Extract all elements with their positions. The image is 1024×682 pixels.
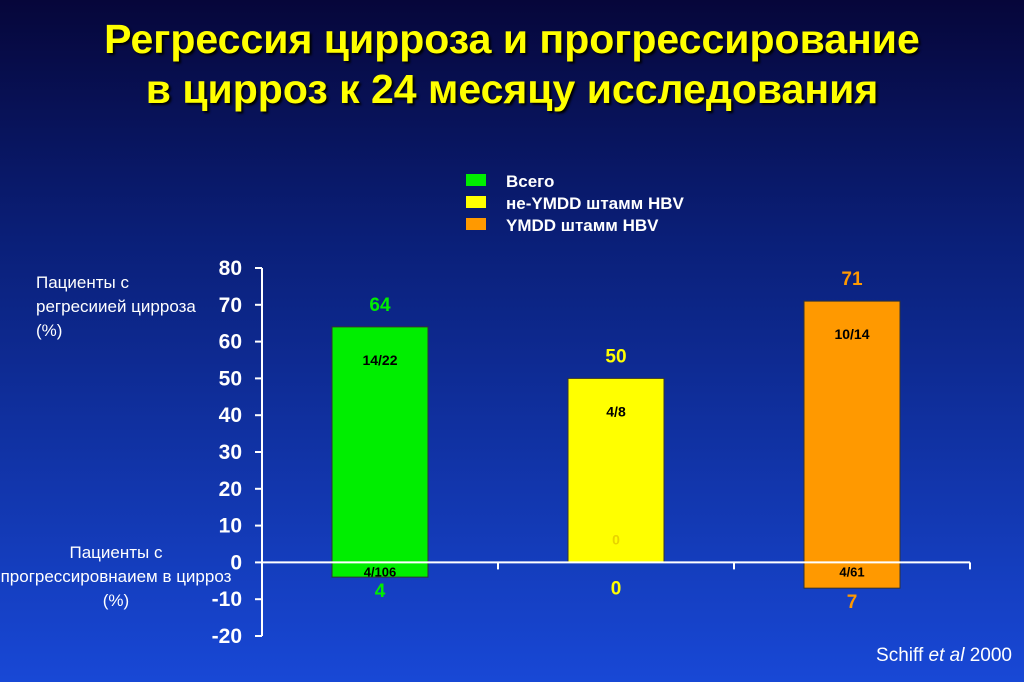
citation-author: Schiff	[876, 645, 924, 666]
fraction-label-regression: 10/14	[834, 326, 869, 342]
citation-etal: et al	[928, 645, 965, 666]
fraction-label-regression: 14/22	[362, 352, 397, 368]
y-tick-label: -10	[212, 588, 242, 611]
value-label-progression: 7	[847, 592, 858, 613]
y-tick-label: 50	[219, 367, 242, 390]
fraction-label-progression: 0	[612, 531, 620, 547]
legend-label-non-ymdd: не-YMDD штамм HBV	[506, 194, 684, 213]
bar-regression	[567, 377, 665, 563]
legend-swatch-total	[466, 174, 486, 186]
y-tick-label: 10	[219, 515, 242, 538]
legend-swatch-non-ymdd	[466, 196, 486, 208]
y-tick-label: 40	[219, 404, 242, 427]
y-tick-label: -20	[212, 625, 242, 648]
fraction-label-progression: 4/61	[839, 564, 864, 579]
legend-swatch-ymdd	[466, 218, 486, 230]
value-label-regression: 50	[605, 346, 626, 367]
title-line-1: Регрессия цирроза и прогрессирование	[104, 16, 920, 62]
bar-regression	[331, 326, 429, 563]
value-label-regression: 71	[841, 269, 863, 290]
fraction-label-regression: 4/8	[606, 403, 626, 419]
y-tick-label: 70	[219, 294, 242, 317]
bar-regression	[803, 300, 901, 563]
legend-label-total: Всего	[506, 172, 555, 191]
citation: Schiff et al 2000	[876, 645, 1012, 667]
y-tick-label: 60	[219, 331, 242, 354]
y-tick-label: 30	[219, 441, 242, 464]
fraction-label-progression: 4/106	[364, 564, 397, 579]
y-axis-label-regression: Пациенты с регресиией цирроза (%)	[36, 273, 196, 340]
y-tick-label: 80	[219, 257, 242, 280]
title-line-2: в цирроз к 24 месяцу исследования	[145, 66, 879, 112]
value-label-regression: 64	[369, 295, 391, 316]
y-axis-label-progression: Пациенты с прогрессировнаием в цирроз (%…	[0, 543, 232, 610]
y-tick-label: 20	[219, 478, 242, 501]
slide-title: Регрессия цирроза и прогрессирование в ц…	[0, 14, 1024, 114]
legend-label-ymdd: YMDD штамм HBV	[506, 216, 659, 235]
value-label-progression: 4	[375, 581, 386, 602]
y-tick-label: 0	[230, 551, 242, 574]
value-label-progression: 0	[611, 578, 622, 599]
citation-year: 2000	[969, 645, 1012, 666]
bar-progression	[803, 561, 901, 589]
